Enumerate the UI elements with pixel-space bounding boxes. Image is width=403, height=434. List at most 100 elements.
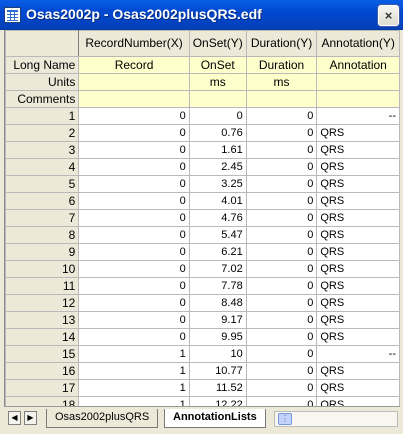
onset-cell[interactable]: 3.25 [188,175,247,193]
row-number[interactable]: 16 [5,362,80,380]
onset-cell[interactable]: 5.47 [188,226,247,244]
onset-cell[interactable]: 9.95 [188,328,247,346]
record-cell[interactable]: 0 [78,175,190,193]
onset-cell[interactable]: 1.61 [188,141,247,159]
table-row[interactable]: 11 0 7.78 0 QRS [5,277,400,295]
duration-cell[interactable]: 0 [245,141,318,159]
onset-cell[interactable]: 4.01 [188,192,247,210]
annotation-cell[interactable]: QRS [316,277,400,295]
row-number[interactable]: 17 [5,379,80,397]
table-row[interactable]: 14 0 9.95 0 QRS [5,328,400,346]
row-number[interactable]: 15 [5,345,80,363]
units-cell[interactable]: ms [245,73,318,91]
duration-cell[interactable]: 0 [245,124,318,142]
row-number[interactable]: 18 [5,396,80,406]
duration-cell[interactable]: 0 [245,379,318,397]
tab-osas2002plusqrs[interactable]: Osas2002plusQRS [46,409,159,428]
longname-cell[interactable]: Record [78,56,190,74]
record-cell[interactable]: 0 [78,328,190,346]
record-cell[interactable]: 1 [78,379,190,397]
label-row-header-units[interactable]: Units [5,73,80,91]
record-cell[interactable]: 0 [78,294,190,312]
duration-cell[interactable]: 0 [245,260,318,278]
table-row[interactable]: 9 0 6.21 0 QRS [5,243,400,261]
column-header-annotation[interactable]: Annotation(Y) [316,30,400,57]
corner-cell[interactable] [5,30,80,57]
comments-cell[interactable] [188,90,247,108]
annotation-cell[interactable]: QRS [316,328,400,346]
table-row[interactable]: 7 0 4.76 0 QRS [5,209,400,227]
units-cell[interactable] [316,73,400,91]
record-cell[interactable]: 0 [78,311,190,329]
annotation-cell[interactable]: QRS [316,209,400,227]
label-row-header-longname[interactable]: Long Name [5,56,80,74]
column-header-recordnumber[interactable]: RecordNumber(X) [78,30,190,57]
prev-sheet-button[interactable]: ◀ [8,411,21,425]
longname-cell[interactable]: Annotation [316,56,400,74]
onset-cell[interactable]: 9.17 [188,311,247,329]
annotation-cell[interactable]: QRS [316,192,400,210]
row-number[interactable]: 1 [5,107,80,125]
annotation-cell[interactable]: QRS [316,379,400,397]
column-header-duration[interactable]: Duration(Y) [245,30,318,57]
row-number[interactable]: 10 [5,260,80,278]
annotation-cell[interactable]: QRS [316,260,400,278]
record-cell[interactable]: 0 [78,226,190,244]
onset-cell[interactable]: 0 [188,107,247,125]
record-cell[interactable]: 1 [78,345,190,363]
duration-cell[interactable]: 0 [245,107,318,125]
worksheet-grid[interactable]: RecordNumber(X) OnSet(Y) Duration(Y) Ann… [4,30,400,406]
table-row[interactable]: 12 0 8.48 0 QRS [5,294,400,312]
row-number[interactable]: 6 [5,192,80,210]
record-cell[interactable]: 0 [78,124,190,142]
duration-cell[interactable]: 0 [245,362,318,380]
onset-cell[interactable]: 7.02 [188,260,247,278]
table-row[interactable]: 3 0 1.61 0 QRS [5,141,400,159]
table-row[interactable]: 16 1 10.77 0 QRS [5,362,400,380]
record-cell[interactable]: 0 [78,141,190,159]
record-cell[interactable]: 0 [78,192,190,210]
record-cell[interactable]: 0 [78,260,190,278]
onset-cell[interactable]: 7.78 [188,277,247,295]
annotation-cell[interactable]: QRS [316,158,400,176]
table-row[interactable]: 1 0 0 0 -- [5,107,400,125]
table-row[interactable]: 10 0 7.02 0 QRS [5,260,400,278]
table-row[interactable]: 5 0 3.25 0 QRS [5,175,400,193]
annotation-cell[interactable]: QRS [316,243,400,261]
annotation-cell[interactable]: QRS [316,294,400,312]
row-number[interactable]: 2 [5,124,80,142]
row-number[interactable]: 7 [5,209,80,227]
row-number[interactable]: 5 [5,175,80,193]
row-number[interactable]: 14 [5,328,80,346]
row-number[interactable]: 12 [5,294,80,312]
comments-cell[interactable] [316,90,400,108]
table-row[interactable]: 8 0 5.47 0 QRS [5,226,400,244]
annotation-cell[interactable]: -- [316,107,400,125]
duration-cell[interactable]: 0 [245,175,318,193]
annotation-cell[interactable]: -- [316,345,400,363]
annotation-cell[interactable]: QRS [316,141,400,159]
record-cell[interactable]: 1 [78,396,190,406]
onset-cell[interactable]: 6.21 [188,243,247,261]
onset-cell[interactable]: 2.45 [188,158,247,176]
onset-cell[interactable]: 11.52 [188,379,247,397]
record-cell[interactable]: 1 [78,362,190,380]
longname-cell[interactable]: OnSet [188,56,247,74]
annotation-cell[interactable]: QRS [316,396,400,406]
close-button[interactable]: × [378,5,399,26]
annotation-cell[interactable]: QRS [316,226,400,244]
onset-cell[interactable]: 0.76 [188,124,247,142]
column-header-onset[interactable]: OnSet(Y) [188,30,247,57]
title-bar[interactable]: Osas2002p - Osas2002plusQRS.edf × [0,0,403,30]
annotation-cell[interactable]: QRS [316,311,400,329]
record-cell[interactable]: 0 [78,243,190,261]
duration-cell[interactable]: 0 [245,396,318,406]
annotation-cell[interactable]: QRS [316,362,400,380]
duration-cell[interactable]: 0 [245,294,318,312]
onset-cell[interactable]: 8.48 [188,294,247,312]
onset-cell[interactable]: 4.76 [188,209,247,227]
annotation-cell[interactable]: QRS [316,124,400,142]
duration-cell[interactable]: 0 [245,328,318,346]
units-cell[interactable] [78,73,190,91]
table-row[interactable]: 17 1 11.52 0 QRS [5,379,400,397]
